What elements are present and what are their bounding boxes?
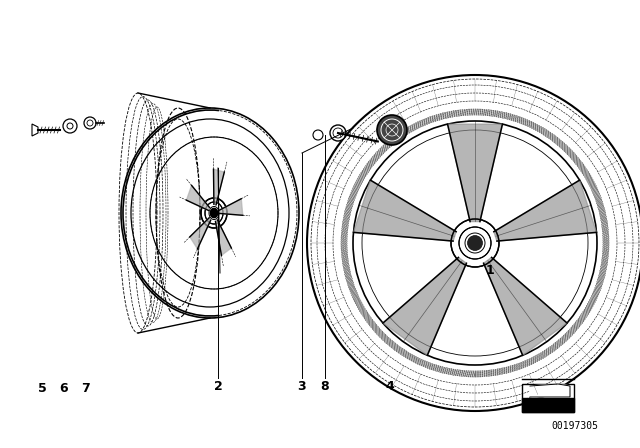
Text: 1: 1 <box>486 263 494 276</box>
Polygon shape <box>214 169 225 205</box>
Text: 8: 8 <box>321 379 330 392</box>
Polygon shape <box>383 258 467 355</box>
Text: 5: 5 <box>38 382 46 395</box>
Polygon shape <box>216 220 231 255</box>
Text: 3: 3 <box>298 379 307 392</box>
Text: 4: 4 <box>386 379 394 392</box>
Circle shape <box>468 236 482 250</box>
Polygon shape <box>353 180 456 241</box>
FancyBboxPatch shape <box>522 398 574 412</box>
Text: 00197305: 00197305 <box>552 421 598 431</box>
Circle shape <box>330 125 346 141</box>
Polygon shape <box>190 218 211 249</box>
Polygon shape <box>186 185 209 211</box>
Text: 6: 6 <box>60 382 68 395</box>
Circle shape <box>468 236 482 250</box>
Ellipse shape <box>211 208 218 217</box>
Circle shape <box>84 117 96 129</box>
Polygon shape <box>220 199 243 215</box>
Circle shape <box>63 119 77 133</box>
Circle shape <box>377 115 407 145</box>
Polygon shape <box>447 124 502 222</box>
Polygon shape <box>32 124 38 136</box>
Text: 2: 2 <box>214 379 222 392</box>
Ellipse shape <box>211 208 218 217</box>
Polygon shape <box>530 384 570 397</box>
Polygon shape <box>484 258 567 355</box>
Text: 7: 7 <box>81 382 90 395</box>
Circle shape <box>313 130 323 140</box>
Polygon shape <box>494 180 596 241</box>
